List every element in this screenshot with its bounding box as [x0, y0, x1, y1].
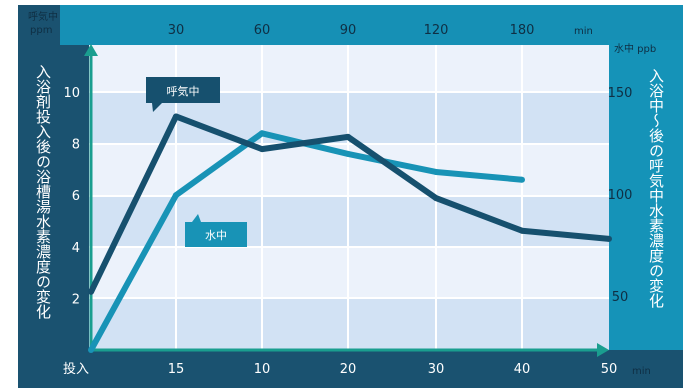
left-tick-label: 2 — [72, 292, 80, 307]
left-tick-label: 8 — [72, 138, 80, 153]
data-point-water — [88, 347, 94, 353]
callout-breath-label: 呼気中 — [167, 84, 200, 98]
right-tick-label: 150 — [608, 86, 633, 101]
top-band-right — [608, 5, 683, 40]
right-axis-unit: 水中 ppb — [614, 42, 656, 55]
bottom-tick-label: 20 — [340, 362, 357, 377]
top-tick-label: 30 — [168, 23, 185, 38]
left-axis-arrow — [84, 44, 98, 56]
data-point-water — [173, 192, 179, 199]
data-point-breath — [259, 146, 265, 153]
callout-breath: 呼気中 — [146, 77, 220, 112]
callout-water: 水中 — [185, 214, 247, 247]
bottom-axis-ticks: 投入 15 10 20 30 40 50 — [63, 361, 617, 377]
data-point-water — [519, 176, 525, 183]
bottom-tick-label: 投入 — [63, 361, 89, 377]
bottom-axis-unit: min — [632, 366, 651, 377]
left-axis-ticks: 2 4 6 8 10 — [63, 86, 80, 307]
top-tick-label: 180 — [510, 23, 535, 38]
left-tick-label: 4 — [72, 241, 80, 256]
bottom-axis-band — [18, 352, 683, 388]
left-tick-label: 6 — [72, 189, 80, 204]
data-point-water — [345, 150, 351, 157]
top-axis-band — [60, 5, 608, 45]
data-point-water — [259, 130, 265, 137]
left-unit-line2: ppm — [30, 25, 52, 36]
left-unit-line1: 呼気中 — [28, 10, 58, 23]
right-axis-ticks: 50 100 150 — [608, 86, 633, 305]
right-tick-label: 50 — [612, 290, 629, 305]
left-axis-title: 入浴剤投入後の浴槽湯水素濃度の変化 — [34, 64, 52, 319]
bottom-tick-label: 50 — [601, 362, 618, 377]
series-points-breath — [88, 113, 612, 295]
data-point-water — [433, 168, 439, 175]
right-tick-label: 100 — [608, 188, 633, 203]
top-tick-label: 120 — [424, 23, 449, 38]
bottom-tick-label: 30 — [428, 362, 445, 377]
top-band-left — [18, 5, 60, 45]
right-axis-panel — [608, 40, 683, 350]
top-axis-ticks: 30 60 90 120 180 — [168, 23, 535, 38]
top-axis-unit: min — [574, 26, 593, 37]
data-point-breath — [519, 227, 525, 234]
left-tick-label: 10 — [63, 86, 80, 101]
data-point-breath — [173, 113, 179, 120]
data-point-breath — [88, 288, 94, 295]
bottom-tick-label: 15 — [168, 362, 185, 377]
bottom-tick-label: 40 — [514, 362, 531, 377]
data-point-breath — [606, 235, 612, 242]
bottom-tick-label: 10 — [254, 362, 271, 377]
callout-water-label: 水中 — [205, 229, 227, 242]
right-axis-title: 入浴中〜後の呼気中水素濃度の変化 — [647, 68, 665, 308]
series-points-water — [88, 130, 525, 353]
bottom-axis-arrow — [597, 343, 609, 357]
top-tick-label: 90 — [340, 23, 357, 38]
top-tick-label: 60 — [254, 23, 271, 38]
data-point-breath — [345, 133, 351, 140]
data-point-breath — [433, 195, 439, 202]
